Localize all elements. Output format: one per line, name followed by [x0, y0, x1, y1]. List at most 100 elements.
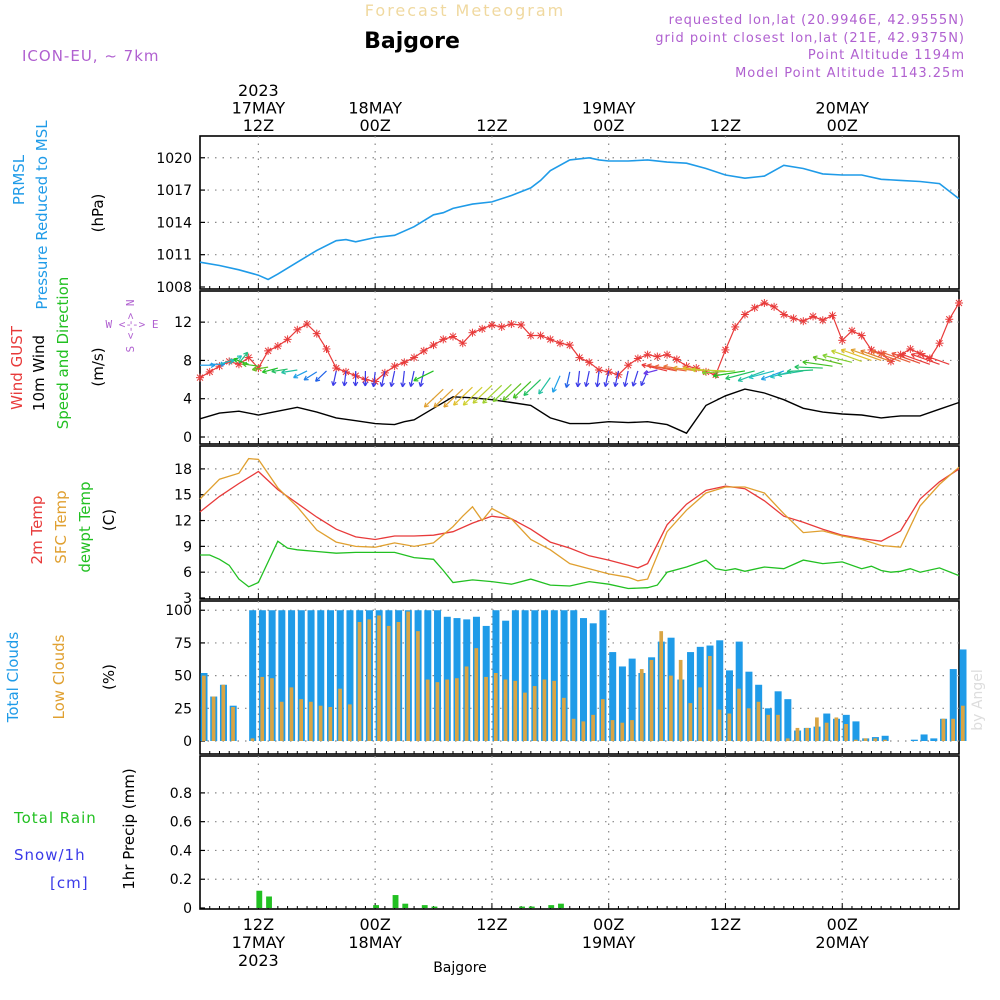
- wind-arrow-shaft: [472, 384, 493, 404]
- low-clouds-bar: [445, 679, 449, 741]
- wind-direction-arrow: [603, 370, 610, 387]
- low-clouds-bar: [523, 692, 527, 741]
- rain-bar: [256, 890, 263, 908]
- wind-arrow-shaft: [242, 363, 259, 367]
- low-clouds-bar: [416, 631, 420, 741]
- total-clouds-bar: [599, 610, 607, 741]
- precip-ytick-label: 0.6: [170, 815, 192, 831]
- temp-dewpt-line: [200, 540, 960, 590]
- low-clouds-bar: [873, 738, 878, 741]
- wind-gust-marker: [838, 336, 847, 345]
- wind-ytick-label: 12: [174, 315, 192, 331]
- low-clouds-bar: [844, 724, 848, 741]
- low-clouds-bar: [941, 718, 946, 741]
- wind-gust-marker-stroke: [274, 342, 282, 350]
- rain-bar: [421, 905, 428, 908]
- low-clouds-bar: [367, 619, 372, 741]
- wind-arrow-head: [472, 398, 478, 404]
- low-clouds-bar: [532, 686, 537, 741]
- wind-arrow-shaft: [794, 366, 823, 369]
- temp-dewpt-label: dewpt Temp: [76, 481, 94, 572]
- wind-arrow-shaft: [850, 349, 882, 361]
- time-label-top: 20MAY: [815, 99, 869, 118]
- wind-arrow-shaft: [787, 369, 814, 373]
- wind-direction-arrow: [281, 369, 298, 375]
- low-clouds-bar: [552, 680, 557, 741]
- wind-gust-marker: [439, 335, 448, 344]
- wind-gust-marker-stroke: [790, 314, 797, 322]
- wind-gust-marker-stroke: [546, 336, 554, 343]
- wind-ytick-label: 4: [183, 392, 192, 408]
- wind-arrow-shaft: [702, 370, 736, 374]
- low-clouds-bar: [863, 738, 868, 741]
- total-clouds-bar: [745, 671, 753, 741]
- wind-arrow-head: [910, 352, 916, 359]
- low-clouds-bar: [484, 676, 488, 741]
- wind-gust-marker: [303, 320, 312, 329]
- wind-gust-marker-stroke: [936, 339, 943, 347]
- wind-gust-marker: [721, 345, 730, 354]
- wind-arrow-shaft: [390, 370, 396, 387]
- time-label-top: 19MAY: [582, 99, 636, 118]
- total-clouds-bar: [784, 699, 792, 741]
- temperature-ytick-label: 6: [183, 565, 192, 581]
- low-clouds-bar: [951, 718, 955, 741]
- low-clouds-bar: [279, 701, 284, 741]
- low-clouds-bar: [250, 738, 255, 741]
- wind-gust-marker-stroke: [595, 366, 603, 374]
- wind-arrow-shaft: [691, 368, 726, 372]
- low-clouds-bar: [805, 727, 810, 741]
- wind-gust-marker-stroke: [449, 333, 457, 340]
- wind-gust-label: Wind GUST: [8, 325, 26, 410]
- time-label-bottom: 00Z: [827, 915, 858, 934]
- low-clouds-bar: [766, 714, 771, 741]
- low-clouds-bar: [649, 659, 654, 741]
- wind-arrow-head: [583, 382, 590, 387]
- low-clouds-bar: [309, 701, 313, 741]
- wind-arrow-head: [233, 357, 239, 363]
- wind-arrow-head: [379, 382, 385, 387]
- low-clouds-bar: [659, 631, 664, 741]
- low-clouds-bar: [698, 687, 702, 741]
- wind-gust-marker-stroke: [264, 347, 272, 355]
- wind-arrow-head: [891, 351, 897, 358]
- temperature-ytick-label: 15: [174, 488, 192, 504]
- wind-arrow-head: [643, 369, 649, 376]
- time-label-top: 00Z: [359, 116, 390, 135]
- total-clouds-bar: [531, 610, 539, 741]
- wind-gust-marker: [322, 344, 331, 353]
- wind-gust-marker-stroke: [498, 323, 506, 331]
- wind-arrow-shaft: [482, 384, 503, 404]
- wind-gust-marker-stroke: [634, 355, 642, 362]
- total-clouds-bar: [268, 610, 276, 741]
- wind-gust-marker: [750, 303, 759, 312]
- wind-direction-arrow: [701, 369, 736, 376]
- wind-gust-marker-stroke: [848, 327, 856, 335]
- low-clouds-bar: [328, 707, 333, 741]
- wind-arrow-head: [802, 359, 808, 366]
- time-label-top: 12Z: [710, 116, 741, 135]
- wind-direction-arrow: [794, 364, 823, 370]
- total-clouds-bar: [560, 610, 568, 741]
- wind-arrow-head: [812, 355, 818, 361]
- wind-gust-marker: [536, 331, 545, 340]
- wind-arrow-shaft: [713, 370, 746, 377]
- precip-ytick-label: 0.8: [170, 786, 192, 802]
- low-clouds-bar: [318, 705, 323, 741]
- wind-arrow-head: [663, 364, 669, 370]
- total-clouds-label: Total Clouds: [4, 632, 22, 724]
- wind-direction-label: Speed and Direction: [54, 277, 72, 430]
- total-clouds-bar: [424, 610, 432, 741]
- wind-arrow-shaft: [901, 353, 931, 365]
- total-clouds-bar: [687, 652, 695, 741]
- total-clouds-bar: [317, 610, 325, 741]
- total-clouds-bar: [249, 610, 257, 741]
- wind-gust-marker: [818, 316, 827, 325]
- wind-gust-marker-stroke: [799, 317, 807, 325]
- total-clouds-bar: [327, 610, 335, 741]
- wind-arrow-shaft: [538, 377, 551, 395]
- wind-direction-arrow: [453, 386, 473, 406]
- wind-direction-arrow: [646, 363, 677, 372]
- wind-gust-marker-stroke: [731, 323, 739, 331]
- wind-gust-marker-stroke: [196, 374, 204, 382]
